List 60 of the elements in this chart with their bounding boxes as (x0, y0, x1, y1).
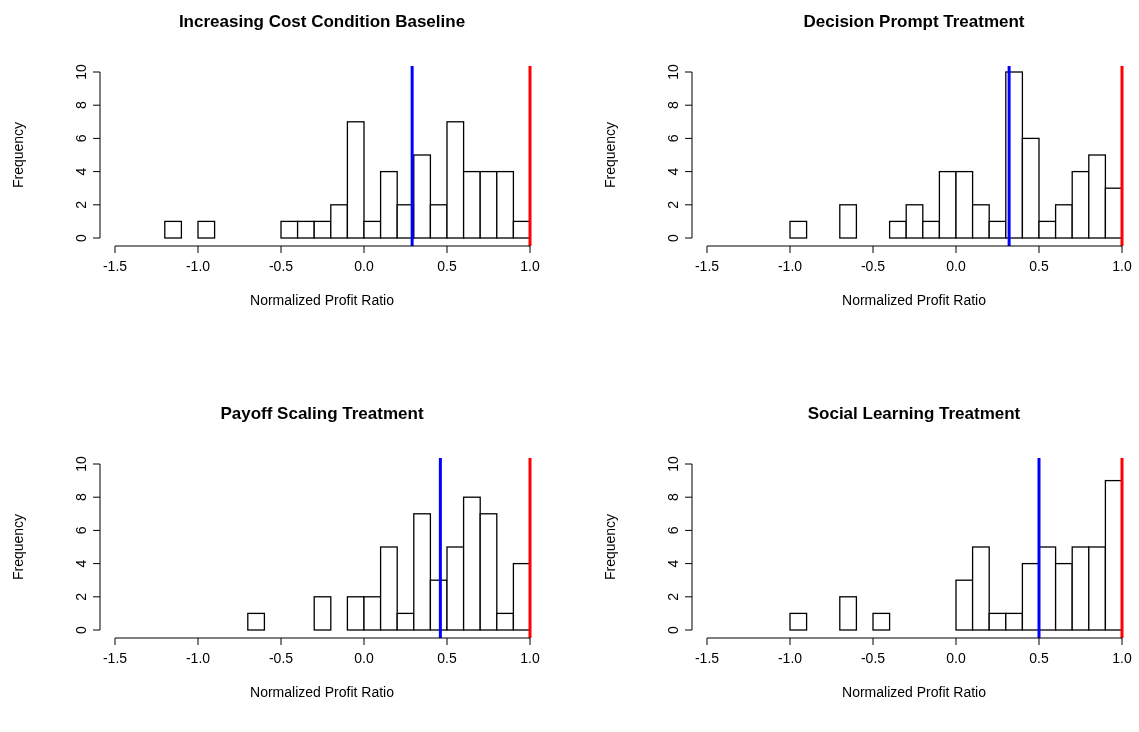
x-tick-label: 1.0 (1112, 650, 1132, 666)
x-tick-label: 0.5 (437, 258, 457, 274)
chart-title: Social Learning Treatment (807, 404, 1021, 423)
y-tick-label: 4 (665, 167, 681, 176)
y-tick-label: 6 (665, 526, 681, 535)
x-tick-label: 0.5 (437, 650, 457, 666)
y-tick-label: 0 (73, 233, 89, 242)
y-tick-label: 10 (665, 64, 681, 80)
chart-title: Payoff Scaling Treatment (220, 404, 424, 423)
y-tick-label: 0 (73, 625, 89, 634)
x-tick-label: -1.5 (102, 258, 128, 274)
x-tick-label: -1.5 (694, 650, 720, 666)
x-tick-label: -1.0 (185, 258, 211, 274)
y-tick-label: 8 (73, 493, 89, 502)
y-tick-label: 4 (73, 559, 89, 568)
x-tick-label: 0.0 (946, 258, 966, 274)
y-tick-label: 8 (73, 101, 89, 110)
chart-title: Increasing Cost Condition Baseline (178, 12, 466, 31)
y-tick-label: 0 (665, 233, 681, 242)
y-tick-label: 8 (665, 101, 681, 110)
x-axis-title: Normalized Profit Ratio (250, 684, 395, 700)
x-tick-label: -1.0 (777, 650, 803, 666)
x-tick-label: -1.5 (102, 650, 128, 666)
x-tick-label: 0.5 (1029, 650, 1049, 666)
y-axis-title: Frequency (602, 513, 618, 581)
y-tick-label: 2 (73, 592, 89, 601)
x-axis-title: Normalized Profit Ratio (842, 292, 987, 308)
y-tick-label: 0 (665, 625, 681, 634)
x-tick-label: 1.0 (1112, 258, 1132, 274)
x-tick-label: 0.0 (946, 650, 966, 666)
y-tick-label: 10 (73, 64, 89, 80)
y-tick-label: 2 (73, 200, 89, 209)
chart-title: Decision Prompt Treatment (803, 12, 1025, 31)
x-tick-label: 0.0 (354, 650, 374, 666)
x-tick-label: 0.5 (1029, 258, 1049, 274)
y-axis-title: Frequency (602, 121, 618, 189)
y-tick-label: 10 (73, 456, 89, 472)
x-tick-label: -0.5 (860, 650, 886, 666)
y-tick-label: 4 (73, 167, 89, 176)
y-axis-title: Frequency (10, 121, 26, 189)
x-tick-label: -0.5 (860, 258, 886, 274)
x-tick-label: 1.0 (520, 650, 540, 666)
y-tick-label: 2 (665, 200, 681, 209)
y-tick-label: 2 (665, 592, 681, 601)
x-tick-label: -0.5 (268, 650, 294, 666)
y-tick-label: 6 (73, 526, 89, 535)
x-tick-label: 0.0 (354, 258, 374, 274)
y-tick-label: 6 (665, 134, 681, 143)
y-axis-title: Frequency (10, 513, 26, 581)
x-axis-title: Normalized Profit Ratio (842, 684, 987, 700)
x-tick-label: 1.0 (520, 258, 540, 274)
x-axis-title: Normalized Profit Ratio (250, 292, 395, 308)
x-tick-label: -1.0 (777, 258, 803, 274)
x-tick-label: -1.5 (694, 258, 720, 274)
y-tick-label: 8 (665, 493, 681, 502)
x-tick-label: -1.0 (185, 650, 211, 666)
y-tick-label: 4 (665, 559, 681, 568)
x-tick-label: -0.5 (268, 258, 294, 274)
y-tick-label: 6 (73, 134, 89, 143)
y-tick-label: 10 (665, 456, 681, 472)
